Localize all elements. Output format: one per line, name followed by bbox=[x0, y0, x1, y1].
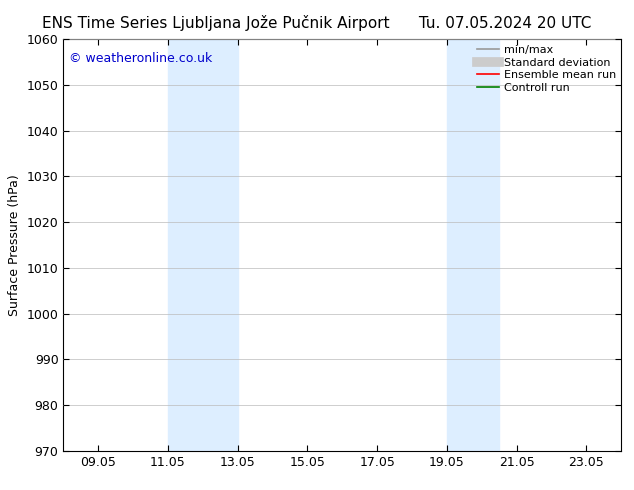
Text: © weatheronline.co.uk: © weatheronline.co.uk bbox=[69, 51, 212, 65]
Y-axis label: Surface Pressure (hPa): Surface Pressure (hPa) bbox=[8, 174, 21, 316]
Legend: min/max, Standard deviation, Ensemble mean run, Controll run: min/max, Standard deviation, Ensemble me… bbox=[475, 43, 618, 96]
Bar bbox=[447, 39, 500, 451]
Text: ENS Time Series Ljubljana Jože Pučnik Airport      Tu. 07.05.2024 20 UTC: ENS Time Series Ljubljana Jože Pučnik Ai… bbox=[42, 15, 592, 31]
Bar bbox=[168, 39, 238, 451]
